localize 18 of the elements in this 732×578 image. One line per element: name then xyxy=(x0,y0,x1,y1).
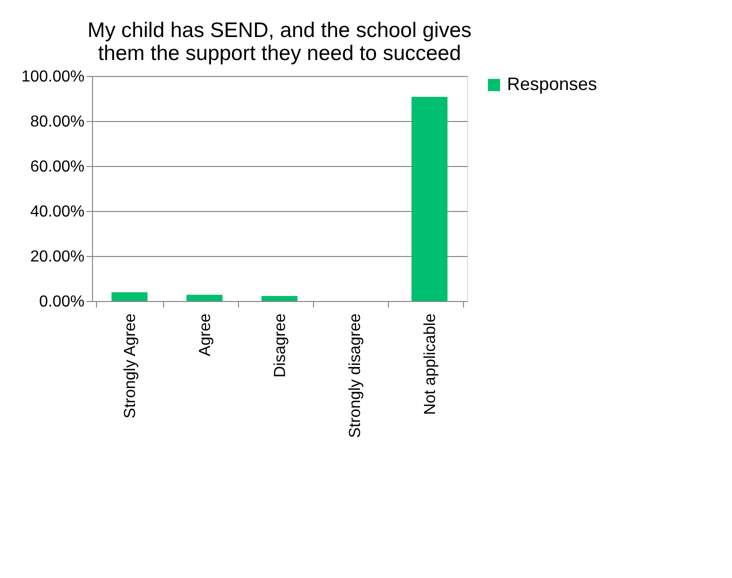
bar xyxy=(412,96,448,301)
y-tick-label: 100.00% xyxy=(21,68,84,86)
legend-label: Responses xyxy=(507,74,598,94)
y-tick-label: 40.00% xyxy=(30,204,84,220)
bar xyxy=(112,292,148,301)
y-tick-label: 80.00% xyxy=(30,114,84,130)
bar xyxy=(186,294,222,301)
y-tick-label: 0.00% xyxy=(39,294,84,310)
text: My child has SEND, and the school gives xyxy=(87,19,472,42)
x-tick-label: Strongly Agree xyxy=(122,313,139,418)
bar xyxy=(262,296,298,301)
x-tick-label: Strongly disagree xyxy=(347,313,364,438)
x-tick-label: Not applicable xyxy=(422,313,439,415)
text: them the support they need to succeed xyxy=(98,42,462,65)
x-tick-label: Disagree xyxy=(272,313,289,378)
x-tick-label: Agree xyxy=(197,313,214,356)
y-tick-label: 20.00% xyxy=(30,248,84,266)
y-tick-label: 60.00% xyxy=(30,158,84,176)
